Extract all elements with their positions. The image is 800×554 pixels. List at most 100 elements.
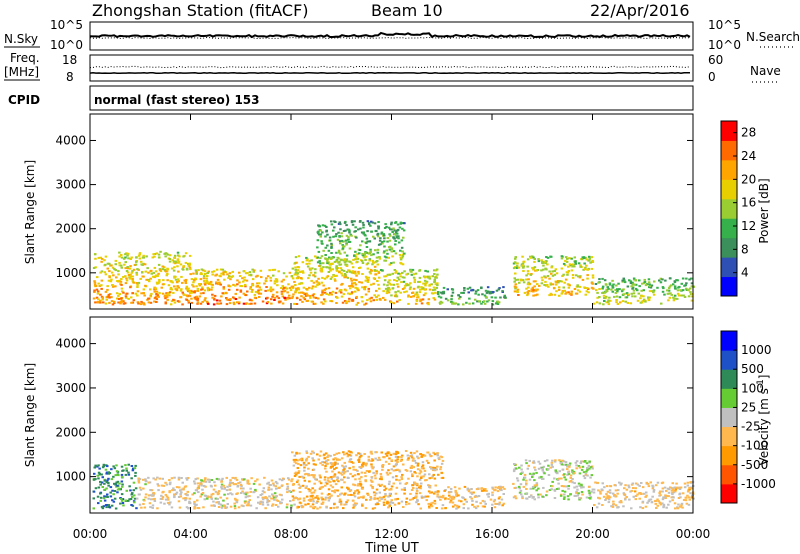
echo-cell bbox=[631, 281, 634, 284]
echo-cell bbox=[419, 298, 422, 301]
echo-cell bbox=[688, 498, 691, 501]
echo-cell bbox=[481, 499, 485, 502]
echo-cell bbox=[308, 274, 311, 277]
echo-cell bbox=[525, 492, 528, 495]
echo-cell bbox=[329, 484, 333, 487]
echo-cell bbox=[400, 239, 404, 242]
echo-cell bbox=[390, 485, 394, 488]
echo-cell bbox=[340, 457, 344, 460]
echo-cell bbox=[116, 491, 119, 494]
echo-cell bbox=[321, 502, 324, 505]
echo-cell bbox=[194, 478, 197, 481]
echo-cell bbox=[339, 242, 342, 245]
echo-cell bbox=[177, 286, 180, 289]
echo-cell bbox=[228, 484, 231, 487]
echo-cell bbox=[100, 270, 104, 273]
echo-cell bbox=[562, 463, 565, 466]
echo-cell bbox=[228, 272, 232, 275]
echo-cell bbox=[292, 499, 295, 502]
echo-cell bbox=[144, 478, 147, 481]
echo-cell bbox=[589, 476, 592, 479]
echo-cell bbox=[107, 482, 110, 484]
echo-cell bbox=[683, 296, 687, 298]
echo-cell bbox=[558, 294, 561, 297]
echo-cell bbox=[639, 301, 643, 304]
echo-cell bbox=[615, 299, 618, 301]
echo-cell bbox=[327, 476, 330, 479]
echo-cell bbox=[123, 263, 126, 266]
echo-cell bbox=[165, 495, 169, 498]
echo-cell bbox=[531, 266, 534, 269]
echo-cell bbox=[96, 474, 99, 477]
echo-cell bbox=[158, 477, 162, 480]
colorbar-tick-label: 500 bbox=[741, 362, 764, 376]
echo-cell bbox=[94, 464, 97, 467]
echo-cell bbox=[388, 248, 392, 251]
echo-cell bbox=[355, 303, 358, 306]
echo-cell bbox=[297, 287, 300, 290]
echo-cell bbox=[542, 268, 545, 271]
echo-cell bbox=[256, 285, 259, 287]
echo-cell bbox=[567, 485, 570, 487]
echo-cell bbox=[686, 481, 690, 484]
echo-cell bbox=[621, 279, 624, 282]
echo-cell bbox=[439, 495, 442, 498]
echo-cell bbox=[293, 475, 297, 477]
echo-cell bbox=[365, 498, 368, 501]
echo-cell bbox=[409, 492, 412, 495]
echo-cell bbox=[407, 302, 410, 305]
echo-cell bbox=[575, 467, 578, 470]
echo-cell bbox=[391, 476, 395, 479]
echo-cell bbox=[360, 476, 363, 479]
echo-cell bbox=[164, 493, 168, 496]
echo-cell bbox=[330, 223, 334, 226]
echo-cell bbox=[486, 286, 490, 289]
echo-cell bbox=[412, 273, 416, 276]
echo-cell bbox=[259, 269, 263, 272]
echo-cell bbox=[573, 288, 577, 290]
echo-cell bbox=[330, 300, 334, 303]
echo-cell bbox=[233, 502, 236, 505]
echo-cell bbox=[382, 240, 386, 243]
echo-cell bbox=[608, 496, 612, 499]
echo-cell bbox=[531, 485, 535, 488]
echo-cell bbox=[439, 296, 443, 299]
echo-cell bbox=[225, 297, 228, 299]
echo-cell bbox=[305, 452, 309, 454]
echo-cell bbox=[370, 460, 373, 462]
echo-cell bbox=[184, 278, 188, 281]
echo-cell bbox=[376, 497, 379, 500]
colorbar-swatch bbox=[721, 218, 737, 239]
echo-cell bbox=[127, 267, 130, 270]
echo-cell bbox=[623, 487, 626, 490]
echo-cell bbox=[491, 491, 494, 494]
echo-cell bbox=[250, 299, 254, 302]
echo-cell bbox=[206, 272, 209, 274]
echo-cell bbox=[521, 471, 524, 474]
echo-cell bbox=[120, 278, 123, 280]
echo-cell bbox=[177, 260, 181, 263]
echo-cell bbox=[424, 269, 427, 272]
echo-cell bbox=[400, 281, 403, 284]
echo-cell bbox=[231, 270, 234, 273]
echo-cell bbox=[184, 499, 187, 502]
echo-cell bbox=[498, 287, 501, 290]
echo-cell bbox=[99, 293, 102, 296]
echo-cell bbox=[563, 264, 567, 267]
echo-cell bbox=[521, 279, 525, 282]
echo-cell bbox=[541, 279, 544, 282]
echo-cell bbox=[200, 493, 204, 496]
echo-cell bbox=[617, 506, 620, 509]
echo-cell bbox=[300, 459, 304, 462]
echo-cell bbox=[360, 281, 364, 284]
echo-cell bbox=[249, 286, 252, 289]
echo-cell bbox=[311, 487, 314, 490]
echo-cell bbox=[243, 270, 246, 273]
echo-cell bbox=[650, 284, 654, 287]
echo-cell bbox=[228, 482, 232, 485]
echo-cell bbox=[371, 221, 374, 224]
echo-cell bbox=[471, 302, 475, 305]
echo-cell bbox=[663, 293, 666, 296]
echo-cell bbox=[174, 260, 177, 263]
echo-cell bbox=[311, 474, 314, 476]
